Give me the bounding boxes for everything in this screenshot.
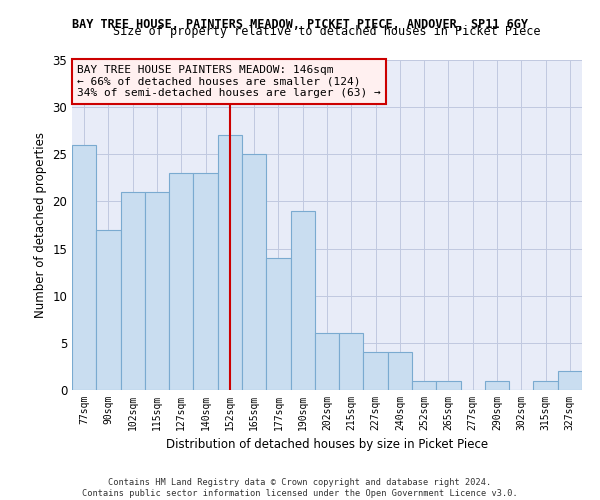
Bar bbox=[121, 192, 145, 390]
Bar bbox=[96, 230, 121, 390]
Bar bbox=[339, 334, 364, 390]
Bar bbox=[242, 154, 266, 390]
Bar bbox=[533, 380, 558, 390]
Bar bbox=[169, 173, 193, 390]
Bar bbox=[218, 136, 242, 390]
Bar bbox=[364, 352, 388, 390]
Y-axis label: Number of detached properties: Number of detached properties bbox=[34, 132, 47, 318]
Text: BAY TREE HOUSE PAINTERS MEADOW: 146sqm
← 66% of detached houses are smaller (124: BAY TREE HOUSE PAINTERS MEADOW: 146sqm ←… bbox=[77, 65, 381, 98]
Text: BAY TREE HOUSE, PAINTERS MEADOW, PICKET PIECE, ANDOVER, SP11 6GY: BAY TREE HOUSE, PAINTERS MEADOW, PICKET … bbox=[72, 18, 528, 30]
Bar bbox=[266, 258, 290, 390]
X-axis label: Distribution of detached houses by size in Picket Piece: Distribution of detached houses by size … bbox=[166, 438, 488, 452]
Bar bbox=[436, 380, 461, 390]
Title: Size of property relative to detached houses in Picket Piece: Size of property relative to detached ho… bbox=[113, 25, 541, 38]
Bar bbox=[485, 380, 509, 390]
Bar bbox=[72, 145, 96, 390]
Bar bbox=[193, 173, 218, 390]
Bar bbox=[388, 352, 412, 390]
Bar bbox=[558, 371, 582, 390]
Bar bbox=[315, 334, 339, 390]
Bar bbox=[145, 192, 169, 390]
Text: Contains HM Land Registry data © Crown copyright and database right 2024.
Contai: Contains HM Land Registry data © Crown c… bbox=[82, 478, 518, 498]
Bar bbox=[412, 380, 436, 390]
Bar bbox=[290, 211, 315, 390]
